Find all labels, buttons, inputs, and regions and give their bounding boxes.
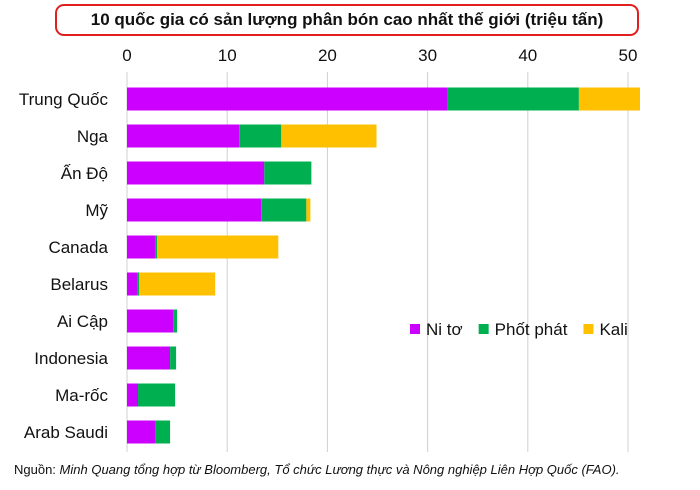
category-label: Arab Saudi bbox=[24, 423, 108, 442]
source-note: Nguồn: Minh Quang tổng hợp từ Bloomberg,… bbox=[14, 462, 620, 477]
bar-segment bbox=[137, 272, 140, 296]
bar-segment bbox=[127, 383, 139, 407]
category-label: Indonesia bbox=[34, 349, 108, 368]
category-label: Ấn Độ bbox=[61, 164, 108, 183]
bar-segment bbox=[157, 235, 279, 259]
bar-segment bbox=[127, 272, 138, 296]
chart-title: 10 quốc gia có sản lượng phân bón cao nh… bbox=[55, 4, 639, 36]
x-tick-label: 30 bbox=[418, 46, 437, 65]
bar-segment bbox=[264, 161, 312, 185]
bar-segment bbox=[306, 198, 311, 222]
legend-label: Kali bbox=[599, 320, 627, 339]
bars bbox=[127, 87, 641, 444]
x-tick-label: 20 bbox=[318, 46, 337, 65]
bar-segment bbox=[170, 346, 177, 370]
x-tick-label: 50 bbox=[619, 46, 638, 65]
bar-segment bbox=[127, 346, 171, 370]
bar-segment bbox=[127, 87, 448, 111]
source-text: Minh Quang tổng hợp từ Bloomberg, Tổ chứ… bbox=[59, 462, 620, 477]
legend-swatch bbox=[583, 324, 594, 334]
x-tick-label: 40 bbox=[518, 46, 537, 65]
x-axis-ticks: 0 10 20 30 40 50 bbox=[122, 46, 637, 65]
category-label: Mỹ bbox=[85, 201, 108, 220]
category-label: Ai Cập bbox=[57, 312, 108, 331]
legend-swatch bbox=[410, 324, 420, 334]
bar-segment bbox=[127, 161, 265, 185]
bar-segment bbox=[447, 87, 579, 111]
bar-segment bbox=[155, 420, 171, 444]
legend-swatch bbox=[478, 324, 489, 334]
bar-segment bbox=[261, 198, 307, 222]
source-label: Nguồn: bbox=[14, 462, 56, 477]
stacked-bar-chart: 0 10 20 30 40 50 Trung Quốc Nga Ấn Độ Mỹ Canada Be… bbox=[19, 46, 641, 452]
bar-segment bbox=[127, 198, 262, 222]
bar-segment bbox=[281, 124, 377, 148]
bar-segment bbox=[127, 420, 156, 444]
bar-segment bbox=[138, 383, 176, 407]
bar-segment bbox=[239, 124, 282, 148]
bar-segment bbox=[155, 235, 158, 259]
bar-segment bbox=[578, 87, 641, 111]
category-label: Trung Quốc bbox=[19, 90, 109, 109]
x-tick-label: 10 bbox=[218, 46, 237, 65]
y-axis-labels: Trung Quốc Nga Ấn Độ Mỹ Canada Belarus Ai Cập I… bbox=[19, 90, 109, 442]
category-label: Belarus bbox=[50, 275, 108, 294]
category-label: Nga bbox=[77, 127, 109, 146]
bar-segment bbox=[127, 309, 174, 333]
x-tick-label: 0 bbox=[122, 46, 131, 65]
bar-segment bbox=[127, 235, 156, 259]
bar-segment bbox=[173, 309, 178, 333]
legend-label: Ni tơ bbox=[426, 320, 463, 339]
legend-label: Phốt phát bbox=[495, 320, 568, 339]
category-label: Ma-rốc bbox=[55, 386, 108, 405]
legend: Ni tơ Phốt phát Kali bbox=[410, 320, 628, 339]
category-label: Canada bbox=[48, 238, 108, 257]
bar-segment bbox=[127, 124, 240, 148]
bar-segment bbox=[139, 272, 216, 296]
